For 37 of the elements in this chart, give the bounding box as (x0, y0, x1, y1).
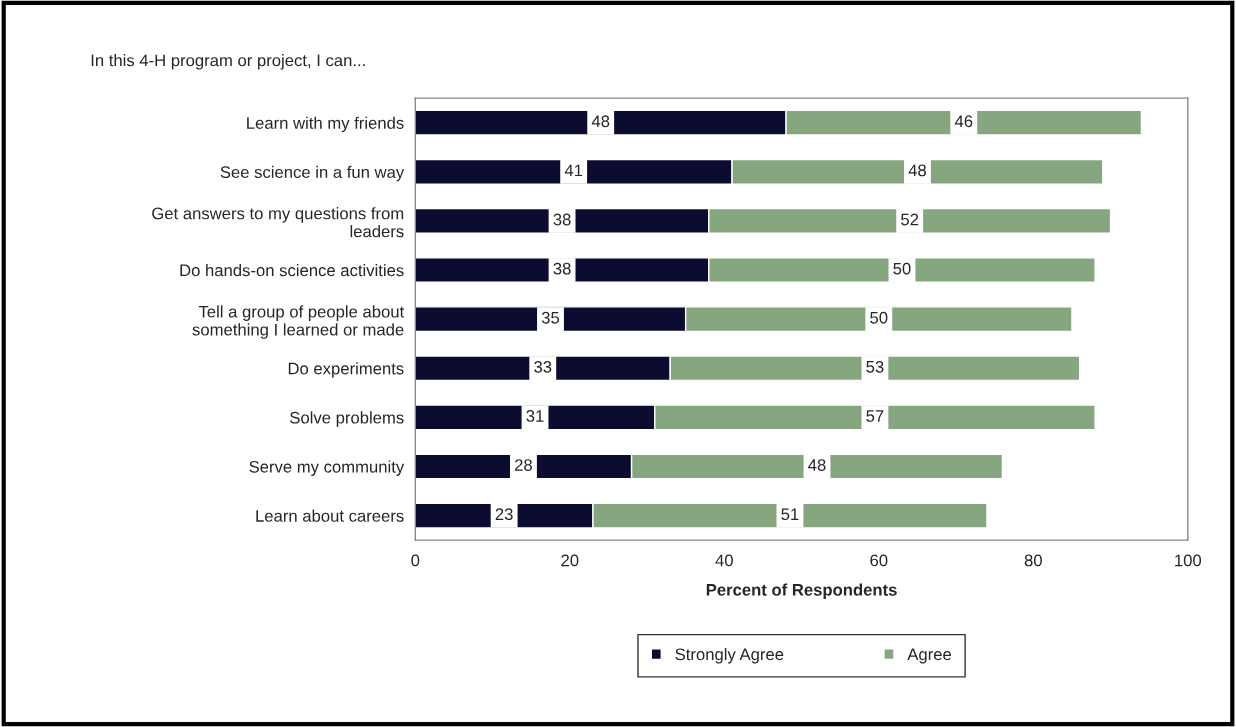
data-label: 38 (553, 213, 571, 226)
data-label: 50 (893, 262, 911, 275)
y-tick-label: Do hands-on science activities (180, 264, 404, 277)
y-tick-label: See science in a fun way (220, 165, 405, 182)
data-label: 35 (541, 311, 560, 324)
data-label: 50 (870, 311, 888, 324)
y-tick-label: Get answers to my questions from leaders (152, 207, 404, 238)
x-tick-label: 60 (870, 554, 888, 567)
data-label: 31 (526, 410, 544, 422)
x-tick-label: 20 (561, 554, 579, 567)
data-label: 46 (954, 115, 973, 128)
data-label: 38 (553, 262, 571, 275)
x-tick-label: 100 (1175, 554, 1202, 567)
data-label: 28 (515, 459, 532, 471)
data-label: 53 (866, 360, 884, 373)
legend-label: Strongly Agree (675, 647, 784, 664)
data-label: 48 (808, 459, 826, 471)
legend-label: Agree (907, 648, 952, 664)
data-label: 33 (534, 360, 552, 373)
x-tick-label: 80 (1024, 554, 1042, 567)
data-label: 41 (564, 164, 583, 177)
x-tick-label: 40 (715, 554, 733, 567)
x-axis-title: Percent of Respondents (706, 583, 897, 600)
y-tick-label: Serve my community (249, 460, 405, 476)
text: In this 4-H program or project, I can... (91, 54, 365, 70)
data-label: 52 (901, 213, 919, 226)
y-tick-label: Solve problems (290, 411, 404, 427)
y-tick-label: Learn with my friends (247, 116, 404, 133)
data-label: 23 (495, 508, 513, 521)
data-label: 51 (781, 508, 799, 521)
y-tick-label: Do experiments (288, 362, 404, 378)
y-tick-label: Tell a group of people about something I learned or made (192, 305, 405, 339)
y-tick-label: Learn about careers (256, 509, 404, 522)
data-label: 48 (591, 115, 610, 128)
data-label: 57 (866, 410, 884, 422)
data-label: 48 (908, 164, 926, 177)
x-tick-label: 0 (411, 554, 420, 567)
